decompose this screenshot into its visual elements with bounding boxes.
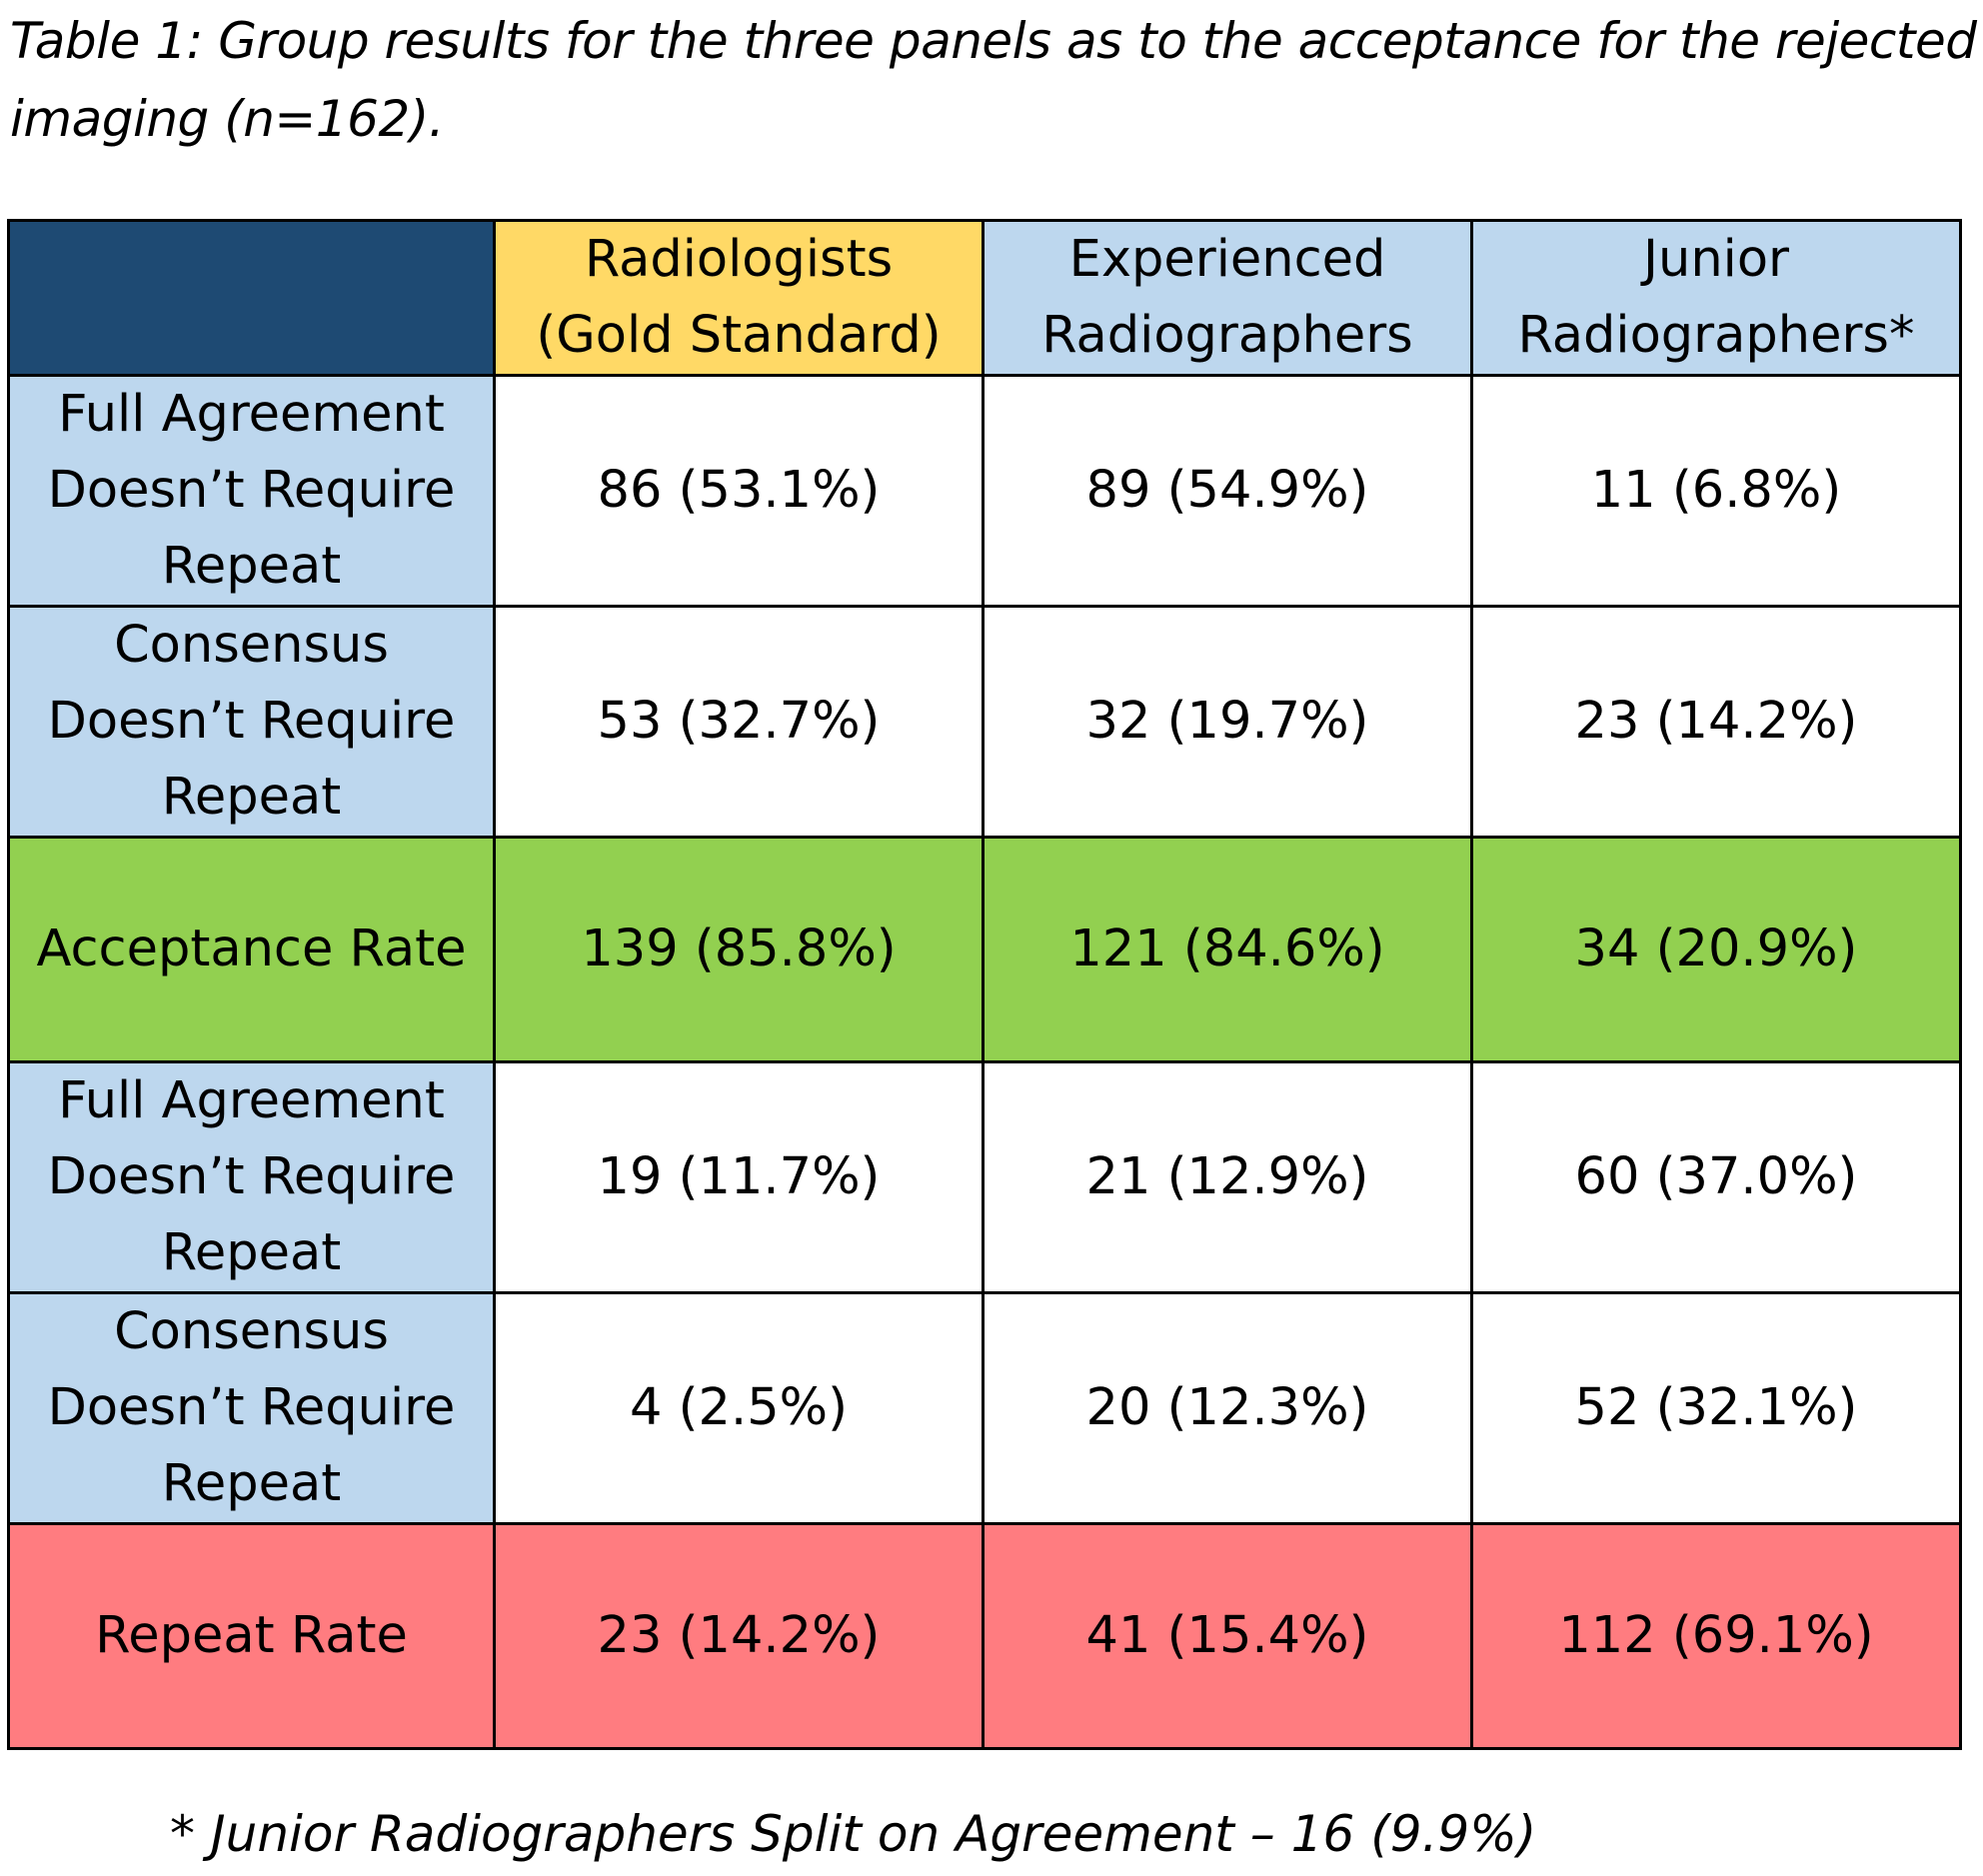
row-label: Full Agreement Doesn’t Require Repeat [7,1060,496,1294]
header-row: Radiologists (Gold Standard) Experienced… [7,219,1962,377]
table-cell: 139 (85.8%) [493,836,985,1063]
table-caption: Table 1: Group results for the three pan… [10,2,1977,158]
table-cell: 19 (11.7%) [493,1060,985,1294]
table-cell: 23 (14.2%) [1470,605,1962,839]
repeat-rate-row: Repeat Rate 23 (14.2%) 41 (15.4%) 112 (6… [7,1522,1962,1750]
table-cell: 21 (12.9%) [982,1060,1473,1294]
table-cell: 121 (84.6%) [982,836,1473,1063]
table-cell: 32 (19.7%) [982,605,1473,839]
table-cell: 86 (53.1%) [493,374,985,608]
table-footnote: * Junior Radiographers Split on Agreemen… [170,1805,1537,1863]
table-cell: 52 (32.1%) [1470,1291,1962,1525]
header-junior-radiographers: Junior Radiographers* [1470,219,1962,377]
caption-line-1: Table 1: Group results for the three pan… [10,12,1977,70]
table-row: Full Agreement Doesn’t Require Repeat 86… [7,374,1962,608]
row-label: Repeat Rate [7,1522,496,1750]
row-label: Acceptance Rate [7,836,496,1063]
corner-cell [7,219,496,377]
table-cell: 23 (14.2%) [493,1522,985,1750]
results-table: Radiologists (Gold Standard) Experienced… [7,219,1962,1750]
table-row: Consensus Doesn’t Require Repeat 53 (32.… [7,605,1962,839]
table-row: Full Agreement Doesn’t Require Repeat 19… [7,1060,1962,1294]
table-cell: 4 (2.5%) [493,1291,985,1525]
header-experienced-radiographers: Experienced Radiographers [982,219,1473,377]
row-label: Consensus Doesn’t Require Repeat [7,605,496,839]
results-table-container: Radiologists (Gold Standard) Experienced… [7,219,1962,1750]
table-cell: 20 (12.3%) [982,1291,1473,1525]
table-cell: 41 (15.4%) [982,1522,1473,1750]
caption-line-2: imaging (n=162). [10,90,445,148]
header-radiologists: Radiologists (Gold Standard) [493,219,985,377]
row-label: Full Agreement Doesn’t Require Repeat [7,374,496,608]
acceptance-rate-row: Acceptance Rate 139 (85.8%) 121 (84.6%) … [7,836,1962,1063]
table-row: Consensus Doesn’t Require Repeat 4 (2.5%… [7,1291,1962,1525]
table-cell: 34 (20.9%) [1470,836,1962,1063]
table-cell: 112 (69.1%) [1470,1522,1962,1750]
table-cell: 89 (54.9%) [982,374,1473,608]
table-cell: 60 (37.0%) [1470,1060,1962,1294]
table-cell: 11 (6.8%) [1470,374,1962,608]
row-label: Consensus Doesn’t Require Repeat [7,1291,496,1525]
table-cell: 53 (32.7%) [493,605,985,839]
